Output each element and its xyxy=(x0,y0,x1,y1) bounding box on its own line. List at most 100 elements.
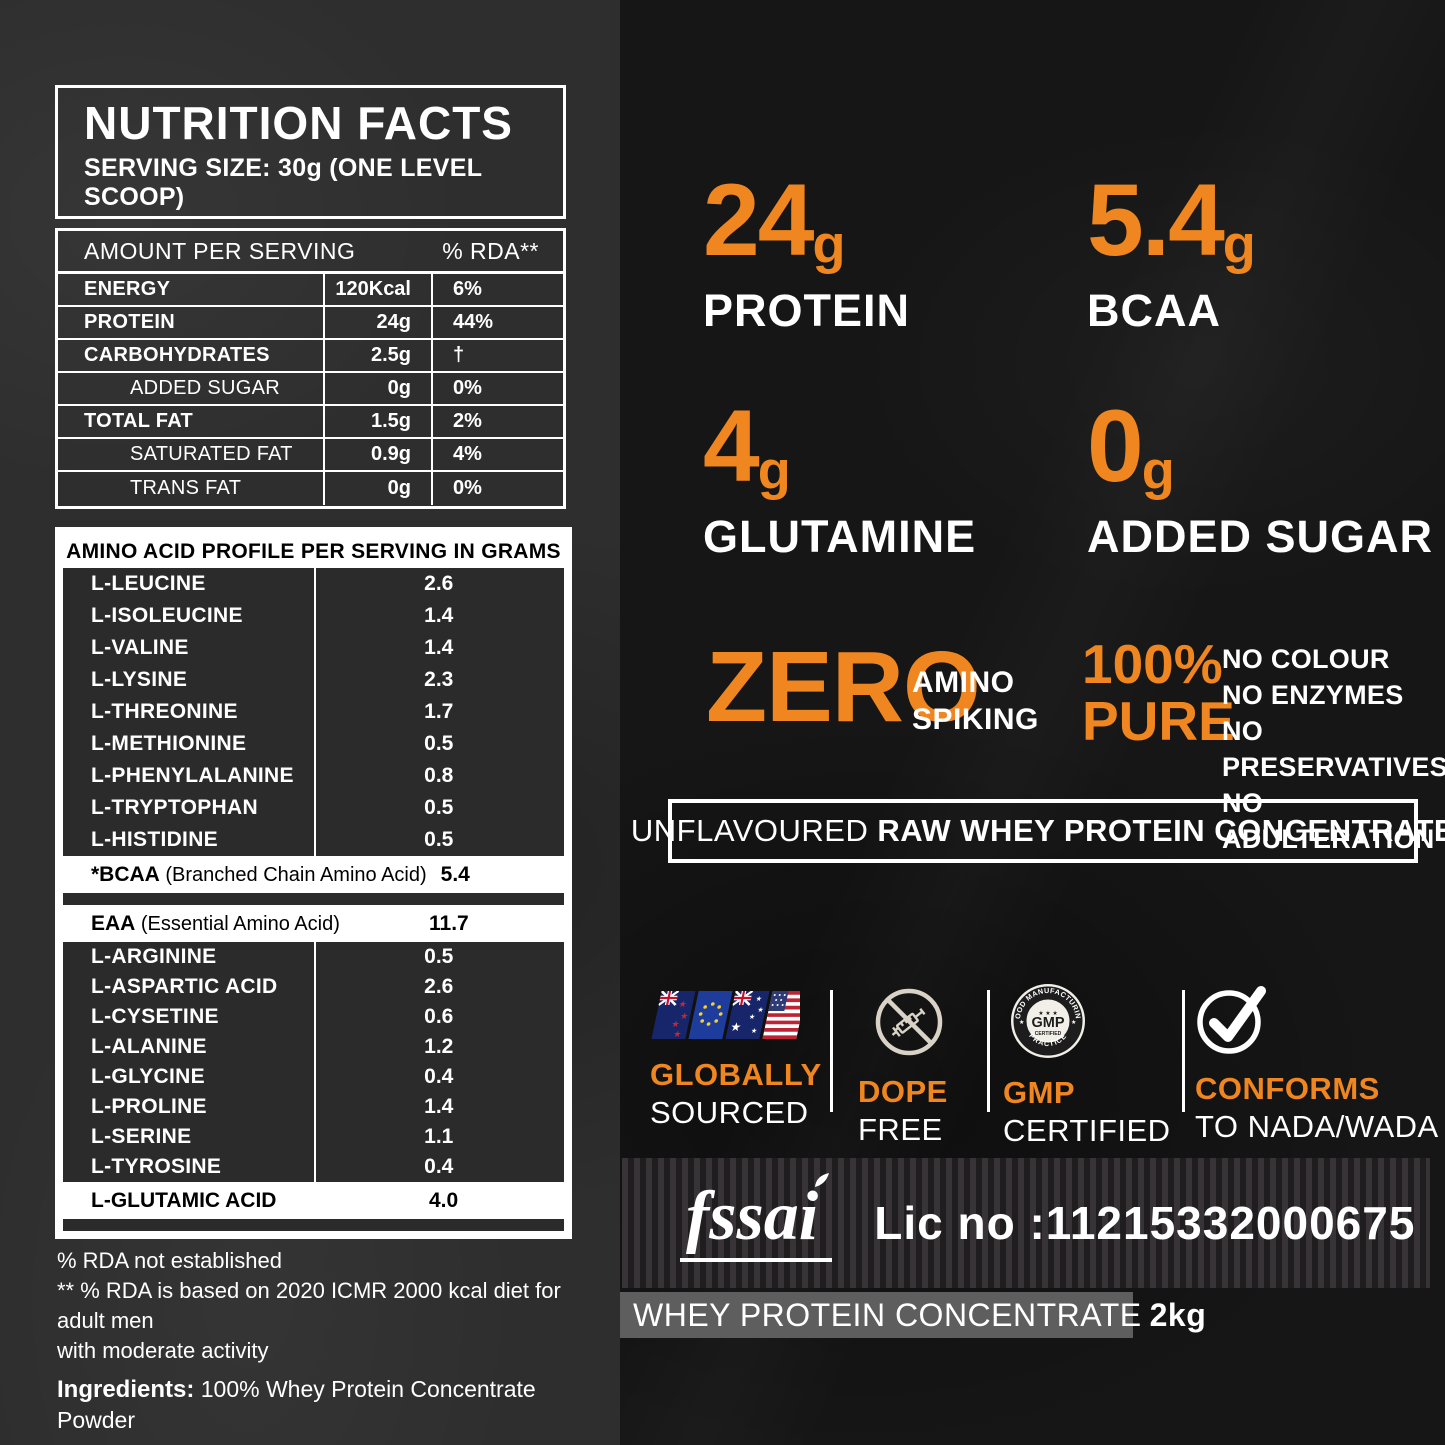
badge-label-globally: GLOBALLY xyxy=(650,1057,822,1092)
eaa-label-bold: EAA xyxy=(91,911,136,935)
rda-header-label: % RDA** xyxy=(442,237,539,264)
amino-value: 1.1 xyxy=(424,1125,454,1148)
amino-spiking-line2: SPIKING xyxy=(912,703,1039,736)
footnote-icmr: ** % RDA is based on 2020 ICMR 2000 kcal… xyxy=(57,1278,561,1333)
footnotes-block: % RDA not established ** % RDA is based … xyxy=(57,1246,572,1435)
amino-name: L-PHENYLALANINE xyxy=(91,764,294,787)
fssai-bar: fssai Lic no :11215332000675 xyxy=(622,1158,1430,1288)
amino-name: L-HISTIDINE xyxy=(91,828,218,851)
pure-percent: 100% xyxy=(1082,633,1223,695)
stat-number: 24g xyxy=(703,169,910,272)
amino-row: L-ISOLEUCINE 1.4 xyxy=(63,600,564,632)
no-additives-list: NO COLOUR NO ENZYMES NO PRESERVATIVES NO… xyxy=(1222,641,1445,857)
nutrient-rda: 44% xyxy=(453,311,494,333)
amino-value: 0.5 xyxy=(424,732,454,755)
amino-value: 0.5 xyxy=(424,828,454,851)
amino-row: L-ALANINE 1.2 xyxy=(63,1032,564,1062)
table-row-total-fat: TOTAL FAT 1.5g 2% xyxy=(58,406,563,439)
product-weight: 2kg xyxy=(1149,1296,1207,1333)
badge-separator xyxy=(987,990,990,1112)
amino-value: 0.5 xyxy=(424,796,454,819)
stat-label: GLUTAMINE xyxy=(703,510,977,562)
nutrient-value: 0.9g xyxy=(323,439,433,470)
stat-label: BCAA xyxy=(1087,284,1221,336)
no-additive-item: NO ADULTERATION xyxy=(1222,788,1435,854)
per-serving-table-header: AMOUNT PER SERVING % RDA** xyxy=(58,231,563,274)
nutrient-rda: 0% xyxy=(453,377,482,399)
nutrient-name: SATURATED FAT xyxy=(130,443,293,465)
nutrient-rda: 2% xyxy=(453,410,482,432)
glutamic-label-bold: L-GLUTAMIC ACID xyxy=(91,1188,277,1212)
svg-text:★: ★ xyxy=(672,1029,682,1039)
nutrient-name: CARBOHYDRATES xyxy=(84,344,270,366)
amino-row: L-METHIONINE 0.5 xyxy=(63,728,564,760)
amino-row: L-ASPARTIC ACID 2.6 xyxy=(63,972,564,1002)
zero-headline: ZERO xyxy=(706,631,981,743)
bcaa-label-rest: (Branched Chain Amino Acid) xyxy=(159,863,427,886)
nutrient-rda: 6% xyxy=(453,278,482,300)
badge-label-sourced: SOURCED xyxy=(650,1095,809,1130)
gmp-seal-icon: GOOD MANUFACTURING PRACTICE ★ ★ ★ GMP CE… xyxy=(1006,975,1171,1065)
badge-label-gmp: GMP xyxy=(1003,1075,1076,1110)
stat-number: 4g xyxy=(703,395,976,498)
nutrition-facts-title: NUTRITION FACTS xyxy=(84,97,513,149)
stat-protein: 24g PROTEIN xyxy=(703,169,910,337)
glutamic-label: L-GLUTAMIC ACID xyxy=(63,1189,415,1213)
nutrient-name: TRANS FAT xyxy=(130,477,242,499)
no-additive-item: NO COLOUR xyxy=(1222,644,1390,674)
table-row-protein: PROTEIN 24g 44% xyxy=(58,307,563,340)
global-flags-icon: ★ ★ ★ ★ xyxy=(650,988,822,1047)
serving-size-text: SERVING SIZE: 30g (ONE LEVEL SCOOP) xyxy=(84,153,482,211)
amino-row: L-GLYCINE 0.4 xyxy=(63,1062,564,1092)
amino-name: L-ARGININE xyxy=(91,945,217,968)
glutamic-acid-row: L-GLUTAMIC ACID 4.0 xyxy=(63,1182,564,1219)
table-row-added-sugar: ADDED SUGAR 0g 0% xyxy=(58,373,563,406)
amino-value: 1.7 xyxy=(424,700,454,723)
ingredients-value: 100% Whey Protein Concentrate Powder xyxy=(57,1376,536,1433)
stat-unit: g xyxy=(757,441,791,501)
fssai-logo: fssai xyxy=(680,1172,833,1263)
nutrient-rda: 4% xyxy=(453,443,482,465)
nutrient-name: PROTEIN xyxy=(84,311,175,333)
eaa-label: EAA (Essential Amino Acid) xyxy=(63,912,415,936)
amino-profile-title: AMINO ACID PROFILE PER SERVING IN GRAMS xyxy=(66,539,561,563)
svg-text:★: ★ xyxy=(1019,1019,1024,1026)
eaa-total-row: EAA (Essential Amino Acid) 11.7 xyxy=(63,905,564,942)
stat-bcaa: 5.4g BCAA xyxy=(1087,169,1256,337)
amino-name: L-ISOLEUCINE xyxy=(91,604,243,627)
amino-table-1: L-LEUCINE 2.6 L-ISOLEUCINE 1.4 L-VALINE 1.4… xyxy=(63,568,564,856)
amino-name: L-SERINE xyxy=(91,1125,192,1148)
amino-column-divider xyxy=(313,942,316,1182)
stat-unit: g xyxy=(1141,441,1175,501)
nutrient-value: 0g xyxy=(323,472,433,505)
stat-amount: 5.4 xyxy=(1087,163,1225,277)
table-row-saturated-fat: SATURATED FAT 0.9g 4% xyxy=(58,439,563,472)
pure-word: PURE xyxy=(1082,690,1235,752)
table-row-carbohydrates: CARBOHYDRATES 2.5g † xyxy=(58,340,563,373)
stat-added-sugar: 0g ADDED SUGAR xyxy=(1087,395,1433,563)
pure-headline: 100% PURE xyxy=(1082,636,1235,750)
nutrient-value: 2.5g xyxy=(323,340,433,371)
bcaa-value: 5.4 xyxy=(440,862,470,886)
svg-text:★: ★ xyxy=(755,995,763,1003)
per-serving-table: AMOUNT PER SERVING % RDA** ENERGY 120Kca… xyxy=(55,228,566,509)
stat-amount: 4 xyxy=(703,389,760,503)
amino-value: 1.4 xyxy=(424,1095,454,1118)
stat-number: 0g xyxy=(1087,395,1433,498)
table-row-trans-fat: TRANS FAT 0g 0% xyxy=(58,472,563,505)
stat-amount: 0 xyxy=(1087,389,1144,503)
amino-row: L-LYSINE 2.3 xyxy=(63,664,564,696)
no-additive-item: NO ENZYMES xyxy=(1222,680,1404,710)
stat-unit: g xyxy=(1222,215,1256,275)
amino-name: L-CYSETINE xyxy=(91,1005,219,1028)
amino-value: 0.8 xyxy=(424,764,454,787)
svg-text:★: ★ xyxy=(748,1013,756,1021)
amino-row: L-THREONINE 1.7 xyxy=(63,696,564,728)
glutamic-value: 4.0 xyxy=(429,1188,459,1212)
banner-light-text: UNFLAVOURED xyxy=(630,813,869,848)
amino-value: 1.4 xyxy=(424,604,454,627)
amino-name: L-METHIONINE xyxy=(91,732,247,755)
amino-value: 2.6 xyxy=(424,572,454,595)
